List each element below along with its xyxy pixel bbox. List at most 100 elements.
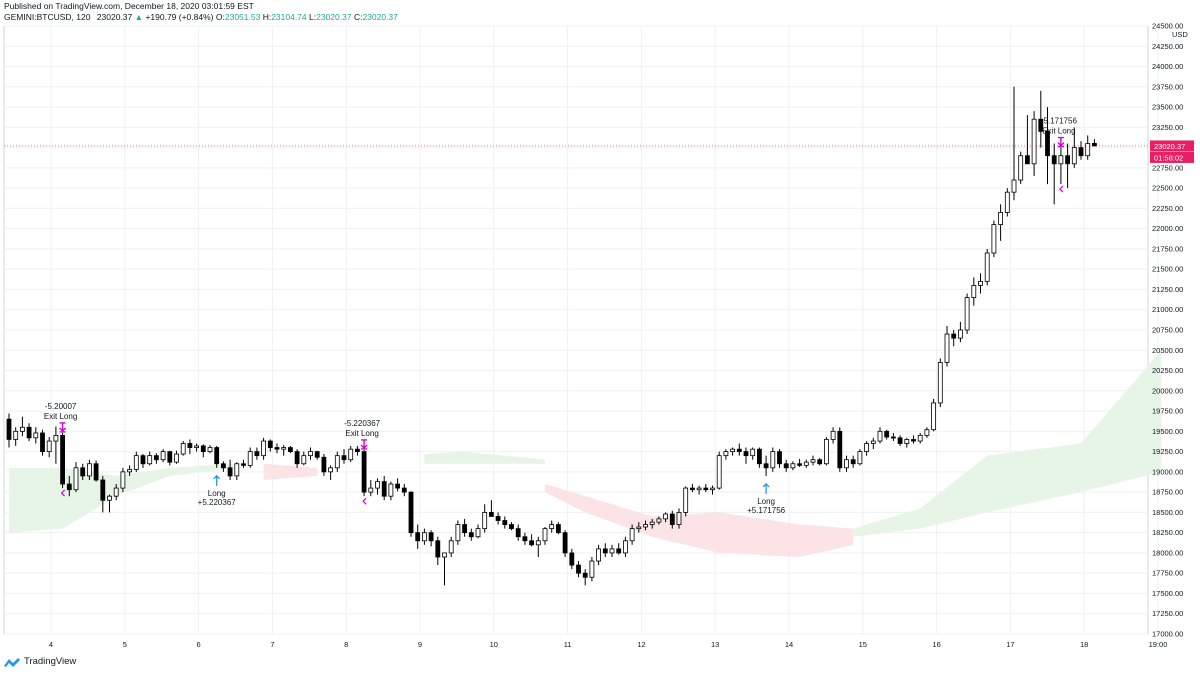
x-tick-label: 18 [1080, 640, 1088, 649]
candle-body [267, 440, 273, 448]
candle-body [971, 285, 977, 298]
candle-body [381, 481, 387, 497]
candle-body [375, 481, 380, 489]
candle-body [13, 430, 19, 440]
ichimoku-cloud [9, 350, 1162, 557]
exit-value: -5.220367 [344, 419, 381, 428]
y-tick-label: 24000.00 [1152, 62, 1183, 71]
candle-body [924, 429, 930, 436]
high-value: 23104.74 [271, 12, 307, 22]
long-arrow-icon [213, 474, 221, 486]
exit-label: Exit Long [44, 412, 77, 421]
candle-body [1038, 118, 1044, 132]
symbol-label[interactable]: GEMINI:BTCUSD, 120 [4, 12, 91, 22]
exit-fill-icon [362, 497, 367, 505]
candle-body [415, 532, 421, 542]
x-tick-label: 6 [197, 640, 201, 649]
candle-body [448, 540, 454, 554]
x-tick-label: 13 [711, 640, 719, 649]
published-line: Published on TradingView.com, December 1… [4, 1, 254, 11]
candle-body [100, 479, 106, 501]
y-tick-label: 17750.00 [1152, 569, 1183, 578]
candle-body [408, 491, 414, 534]
candle-body [1092, 143, 1097, 147]
x-tick-label: 15 [859, 640, 867, 649]
last-price: 23020.37 [96, 12, 133, 22]
footer-brand: TradingView [24, 656, 77, 667]
long-value: +5.220367 [198, 498, 237, 507]
candle-body [602, 548, 608, 554]
candle-body [401, 487, 407, 493]
candle-body [790, 463, 796, 469]
time-axis[interactable]: 4 5 6 7 8 9 10 11 12 13 14 15 16 17 18 19:00 [49, 640, 1167, 649]
y-tick-label: 21000.00 [1152, 305, 1183, 314]
candle-body [730, 448, 735, 452]
y-tick-label: 24250.00 [1152, 42, 1183, 51]
candle-body [348, 448, 354, 461]
long-value: +5.171756 [747, 506, 786, 515]
y-tick-label: 24500.00 [1152, 22, 1183, 31]
exit-label: Exit Long [1042, 127, 1075, 136]
candle-body [958, 329, 963, 339]
candle-body [153, 455, 159, 461]
y-tick-label: 22750.00 [1152, 163, 1183, 172]
candle-body [562, 532, 568, 554]
candle-body [663, 513, 668, 520]
candle-body [569, 552, 575, 566]
candle-body [368, 487, 374, 493]
candle-body [904, 439, 910, 444]
exit-label: Exit Long [345, 429, 378, 438]
cloud-green [853, 350, 1162, 537]
x-tick-label: 11 [564, 640, 572, 649]
candle-body [870, 440, 876, 444]
candle-body [482, 512, 488, 530]
open-value: 23051.53 [224, 12, 261, 22]
y-tick-label: 21500.00 [1152, 265, 1183, 274]
candle-body [502, 520, 508, 525]
candle-body [1051, 155, 1057, 165]
candle-body [683, 487, 689, 513]
y-tick-label: 19000.00 [1152, 467, 1183, 476]
candle-body [46, 440, 52, 453]
candle-body [696, 487, 702, 491]
candle-body [877, 430, 883, 442]
candle-body [656, 518, 662, 523]
candle-body [589, 560, 595, 578]
candle-body [723, 451, 729, 457]
candle-body [556, 524, 561, 534]
close-label: C: [353, 12, 363, 22]
candle-body [334, 455, 340, 469]
candle-body [120, 471, 126, 489]
candle-body [810, 459, 816, 463]
price-axis[interactable]: 24500.00 24250.00 24000.00 23750.00 23500.00… [1150, 22, 1194, 639]
low-value: 23020.37 [316, 12, 352, 22]
candle-body [220, 463, 226, 469]
x-tick-label: 7 [270, 640, 274, 649]
candle-body [328, 467, 334, 473]
candle-body [1025, 155, 1030, 165]
candle-body [435, 540, 441, 558]
candle-body [133, 455, 139, 470]
candle-body [549, 524, 555, 530]
candle-body [770, 451, 776, 469]
long-label: Long [757, 497, 775, 506]
y-tick-label: 20000.00 [1152, 386, 1183, 395]
candle-body [33, 432, 39, 439]
candle-body [241, 463, 246, 466]
candle-body [294, 451, 300, 465]
y-tick-label: 18500.00 [1152, 508, 1183, 517]
candle-body [60, 434, 65, 485]
y-tick-label: 19250.00 [1152, 447, 1183, 456]
candle-body [522, 536, 528, 542]
candle-body [649, 521, 655, 525]
cloud-red [263, 463, 318, 480]
candle-body [542, 528, 548, 542]
y-tick-label: 18000.00 [1152, 548, 1183, 557]
candle-body [66, 483, 72, 491]
candle-body [736, 448, 742, 452]
y-tick-label: 17500.00 [1152, 589, 1183, 598]
candle-body [1045, 130, 1050, 157]
candle-body [509, 524, 514, 530]
